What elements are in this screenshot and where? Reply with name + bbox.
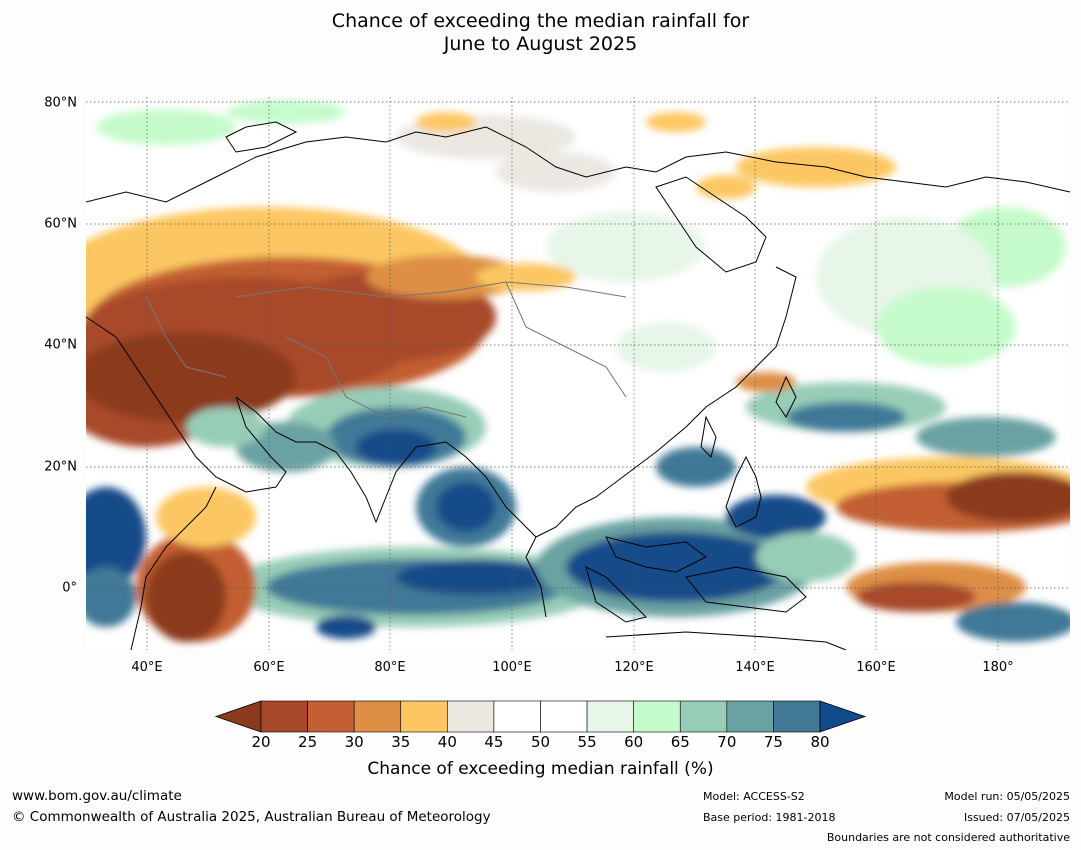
lon-label-180: 180° [982,660,1014,675]
colorbar-tick-label: 20 [251,733,271,751]
footer-base-period: Base period: 1981-2018 [703,811,836,824]
colorbar-segment [493,700,541,733]
colorbar-segment [260,700,308,733]
colorbar-segment [633,700,681,733]
lat-label-80n: 80°N [44,95,77,111]
footer-issued: Issued: 07/05/2025 [963,811,1070,824]
colorbar-segment [353,700,402,733]
colorbar-tick-label: 50 [530,733,551,751]
title-line-1: Chance of exceeding the median rainfall … [331,10,750,32]
map-svg [86,97,1070,650]
lat-label-20n: 20°N [44,459,77,475]
colorbar-tick-label: 25 [298,733,318,751]
lat-label-0: 0° [62,580,77,596]
colorbar-tick-label: 35 [391,733,411,751]
colorbar-segment [586,700,634,733]
colorbar-label: Chance of exceeding median rainfall (%) [367,759,714,779]
colorbar-tick-label: 70 [717,733,737,751]
lat-label-60n: 60°N [44,216,77,232]
country-borders [145,281,627,418]
lat-label-40n: 40°N [44,337,77,353]
colorbar-segment [540,700,588,733]
lon-label-140e: 140°E [735,660,775,675]
colorbar-tick-label: 55 [577,733,597,751]
colorbar-segment [307,700,355,733]
footer-copyright: © Commonwealth of Australia 2025, Austra… [12,809,491,825]
colorbar-tick-label: 60 [624,733,644,751]
probability-field [86,100,1070,642]
footer-url[interactable]: www.bom.gov.au/climate [12,788,182,804]
lon-label-120e: 120°E [614,660,654,675]
lon-label-60e: 60°E [253,660,285,675]
map-gridlines [86,97,1070,650]
colorbar-segment [726,700,774,733]
colorbar-tick-label: 65 [670,733,690,751]
colorbar [214,700,867,733]
colorbar-tick-label: 75 [763,733,783,751]
colorbar-low-extension [214,700,262,733]
lon-label-80e: 80°E [374,660,406,675]
title-line-2: June to August 2025 [443,33,638,55]
colorbar-tick-label: 30 [344,733,364,751]
chart-title: Chance of exceeding the median rainfall … [0,10,1081,56]
colorbar-segment [679,700,728,733]
footer-disclaimer: Boundaries are not considered authoritat… [826,831,1070,844]
colorbar-segment [447,700,495,733]
footer-model-run: Model run: 05/05/2025 [944,790,1070,803]
colorbar-segment [773,700,821,733]
colorbar-tick-label: 45 [484,733,504,751]
coastlines [86,121,1070,650]
lon-label-160e: 160°E [856,660,896,675]
colorbar-segment [400,700,448,733]
colorbar-tick-label: 80 [810,733,830,751]
lon-label-40e: 40°E [131,660,163,675]
colorbar-tick-label: 40 [437,733,457,751]
lon-label-100e: 100°E [492,660,532,675]
colorbar-high-extension [819,700,867,733]
rainfall-map [86,97,1070,650]
footer-model: Model: ACCESS-S2 [703,790,805,803]
